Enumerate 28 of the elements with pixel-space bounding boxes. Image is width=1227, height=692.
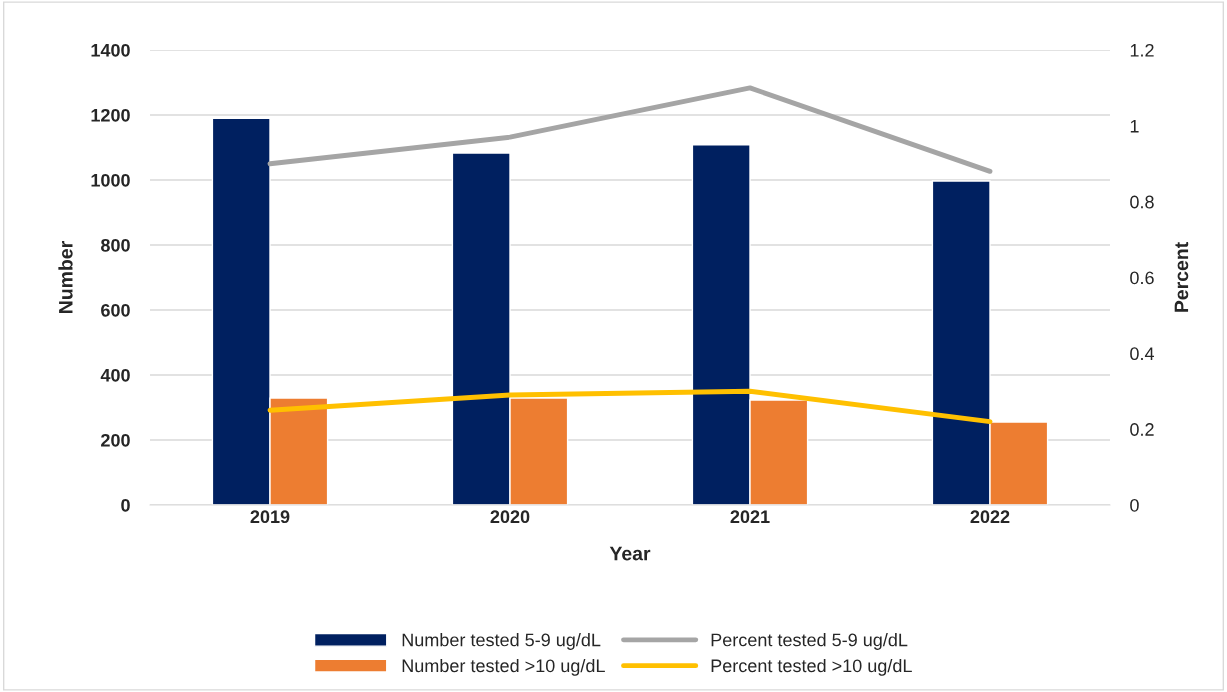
- y-tick-label: 400: [100, 368, 130, 382]
- x-tick-label: 2021: [730, 510, 770, 524]
- y2-tick-label: 0.4: [1130, 347, 1155, 361]
- legend-label: Number tested >10 ug/dL: [402, 658, 605, 676]
- x-axis-title: Year: [609, 546, 651, 561]
- y-tick-label: 1400: [91, 43, 130, 57]
- y2-tick-label: 0: [1130, 498, 1139, 512]
- y-tick-label: 1200: [91, 108, 130, 122]
- y-tick-label: 800: [101, 238, 130, 252]
- legend-label: Percent tested 5-9 ug/dL: [711, 633, 908, 650]
- y-tick-label: 200: [101, 433, 130, 447]
- y-tick-label: 1000: [91, 173, 130, 187]
- y2-tick-label: 0.8: [1130, 195, 1154, 209]
- legend-label: Number tested 5-9 ug/dL: [402, 633, 601, 650]
- y-tick-label: 600: [101, 303, 130, 317]
- line-series: [267, 388, 993, 425]
- x-tick-label: 2022: [970, 510, 1010, 524]
- y-tick-label: 0: [121, 498, 130, 512]
- y2-axis-title: Percent: [1174, 242, 1189, 312]
- x-tick-label: 2019: [250, 510, 290, 524]
- y2-tick-label: 0.6: [1130, 271, 1154, 285]
- y2-tick-label: 0.2: [1130, 423, 1154, 436]
- y2-tick-label: 1.2: [1130, 43, 1154, 57]
- legend-label: Percent tested >10 ug/dL: [711, 658, 912, 676]
- x-tick-label: 2020: [490, 510, 530, 524]
- y2-tick-label: 1: [1130, 119, 1139, 133]
- y-axis-title: Number: [58, 241, 73, 313]
- line-series: [267, 85, 993, 174]
